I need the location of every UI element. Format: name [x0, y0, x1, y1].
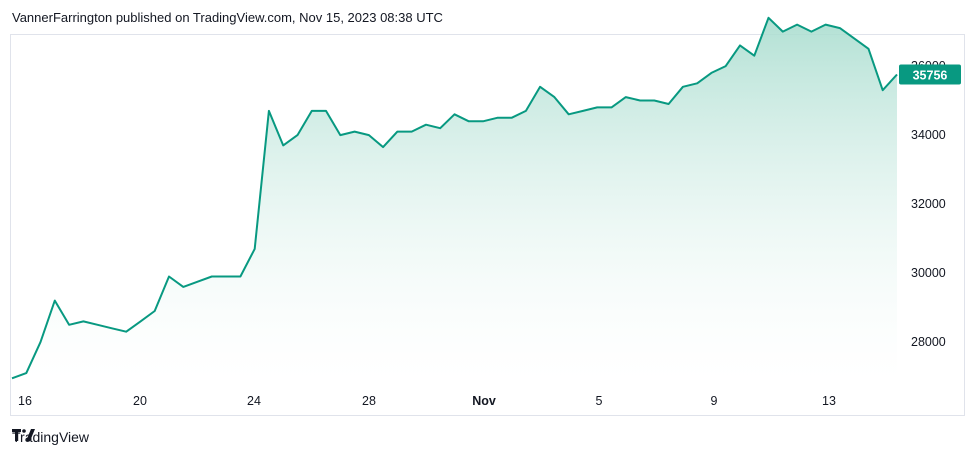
y-tick-label: 28000 — [911, 335, 946, 349]
x-tick-label: 20 — [133, 394, 147, 408]
price-area-fill — [12, 17, 897, 381]
y-tick-label: 34000 — [911, 128, 946, 142]
x-tick-label: Nov — [472, 394, 496, 408]
x-tick-label: 16 — [18, 394, 32, 408]
x-tick-label: 24 — [247, 394, 261, 408]
last-price-badge — [899, 64, 961, 85]
x-tick-label: 5 — [596, 394, 603, 408]
x-tick-label: 28 — [362, 394, 376, 408]
chart-frame — [10, 34, 965, 416]
price-line — [11, 16, 898, 380]
x-tick-label: 9 — [711, 394, 718, 408]
last-price-label: 35756 — [913, 68, 948, 82]
publish-attribution: VannerFarrington published on TradingVie… — [12, 10, 443, 25]
tradingview-logo-icon — [12, 429, 35, 441]
tradingview-logo[interactable]: TradingView — [12, 429, 89, 445]
x-tick-label: 13 — [822, 394, 836, 408]
y-tick-label: 32000 — [911, 197, 946, 211]
y-tick-label: 30000 — [911, 266, 946, 280]
